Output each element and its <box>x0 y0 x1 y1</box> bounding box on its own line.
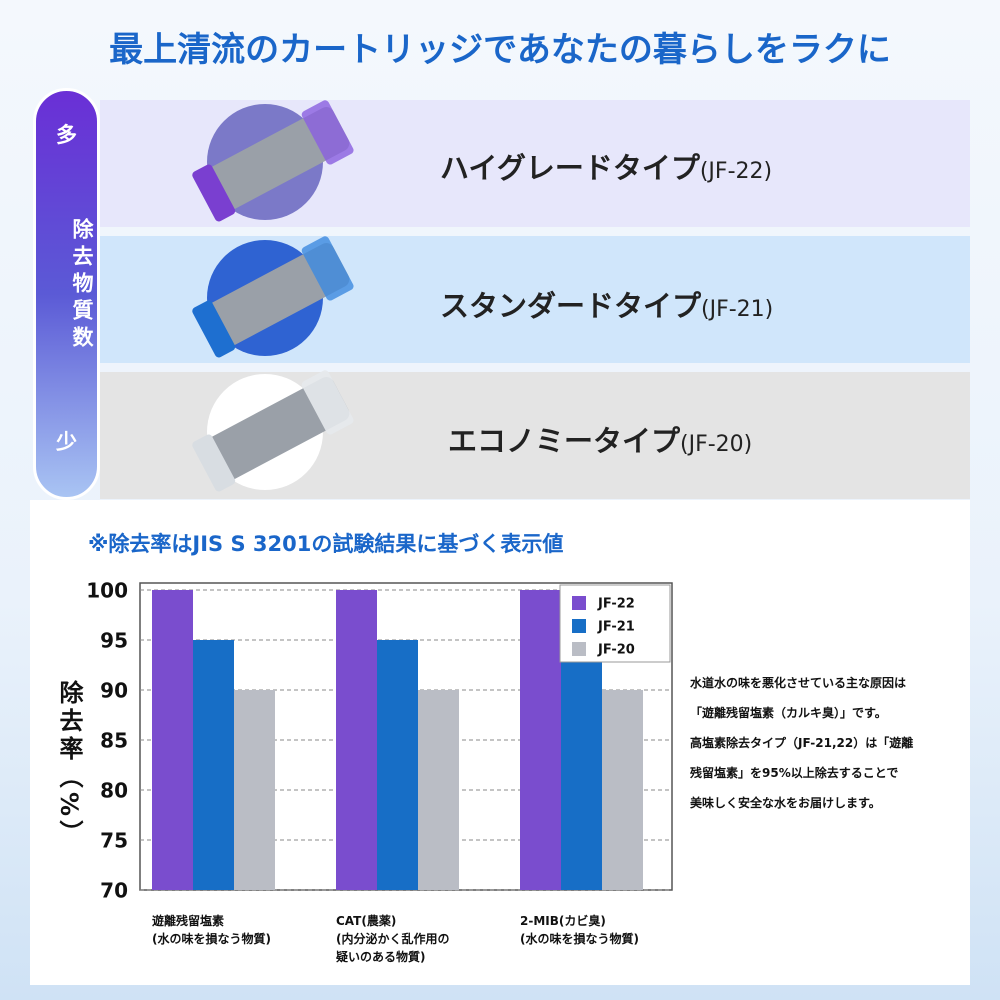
side-scale: 多 除去物質数 少 <box>33 88 100 500</box>
description: 水道水の味を悪化させている主な原因は 「遊離残留塩素（カルキ臭）」です。 高塩素… <box>690 668 913 818</box>
title: 最上清流のカートリッジであなたの暮らしをラクに <box>109 30 891 70</box>
legend-label: JF-22 <box>597 597 635 612</box>
description-line: 高塩素除去タイプ（JF-21,22）は「遊離 <box>690 736 914 750</box>
note: ※除去率はJIS S 3201の試験結果に基づく表示値 <box>88 532 564 556</box>
y-tick-label: 85 <box>100 729 128 753</box>
side-bottom: 少 <box>56 430 77 454</box>
product-name: エコノミータイプ(JF-20) <box>448 424 753 458</box>
legend-swatch <box>572 642 586 656</box>
bar <box>602 690 643 890</box>
y-axis-label: 除去率（%） <box>55 680 83 849</box>
legend-label: JF-21 <box>597 620 635 635</box>
bar <box>520 590 561 890</box>
bar <box>418 690 459 890</box>
y-tick-label: 90 <box>100 679 128 703</box>
x-tick-label: 遊離残留塩素 (水の味を損なう物質) <box>152 914 271 946</box>
description-line: 美味しく安全な水をお届けします。 <box>690 796 881 810</box>
side-top: 多 <box>56 123 77 147</box>
legend-swatch <box>572 619 586 633</box>
y-tick-label: 80 <box>100 779 128 803</box>
bar <box>336 590 377 890</box>
cartridges <box>192 100 354 492</box>
bar <box>193 640 234 890</box>
x-tick-label: CAT(農薬) (内分泌かく乱作用の 疑いのある物質) <box>336 914 450 964</box>
bar <box>152 590 193 890</box>
product-name: スタンダードタイプ(JF-21) <box>440 289 774 323</box>
product-name: ハイグレードタイプ(JF-22) <box>440 151 773 185</box>
y-tick-label: 100 <box>86 579 128 603</box>
y-tick-label: 95 <box>100 629 128 653</box>
description-line: 水道水の味を悪化させている主な原因は <box>690 676 907 690</box>
y-tick-label: 75 <box>100 829 128 853</box>
legend-label: JF-20 <box>597 643 635 658</box>
legend-swatch <box>572 596 586 610</box>
bar <box>561 640 602 890</box>
description-line: 「遊離残留塩素（カルキ臭）」です。 <box>690 706 887 720</box>
bar <box>377 640 418 890</box>
bar <box>234 690 275 890</box>
description-line: 残留塩素」を95%以上除去することで <box>690 766 899 780</box>
side-label: 除去物質数 <box>70 217 94 353</box>
y-tick-label: 70 <box>100 879 128 903</box>
x-tick-label: 2-MIB(カビ臭) (水の味を損なう物質) <box>520 914 639 946</box>
